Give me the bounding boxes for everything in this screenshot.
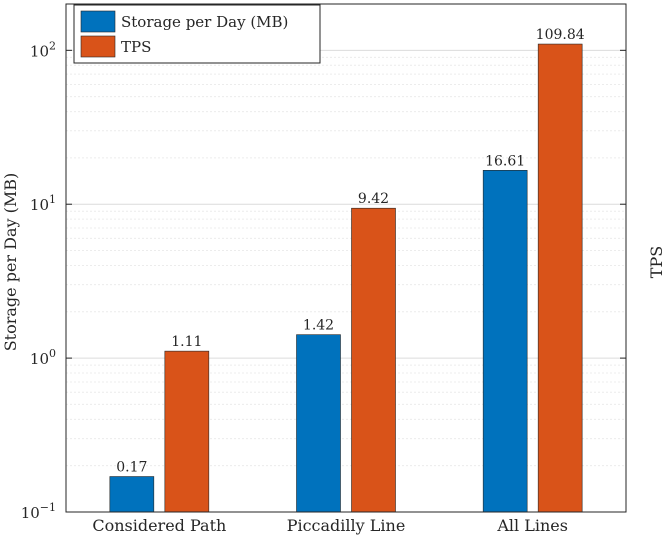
data-labels: 0.17 1.11 1.42 9.42 16.61 109.84 bbox=[116, 27, 584, 475]
y-tick-label: 102 bbox=[30, 39, 56, 60]
y-ticks: 10−1 100 101 102 bbox=[21, 39, 626, 522]
data-label: 109.84 bbox=[536, 27, 585, 43]
legend-swatch-tps bbox=[80, 35, 116, 58]
data-label: 0.17 bbox=[116, 460, 147, 476]
data-label: 16.61 bbox=[485, 153, 525, 169]
legend-label-tps: TPS bbox=[121, 38, 151, 56]
data-label: 9.42 bbox=[358, 191, 389, 207]
bar-storage-2 bbox=[482, 170, 528, 513]
legend: Storage per Day (MB) TPS bbox=[73, 4, 321, 64]
bar-storage-0 bbox=[109, 476, 155, 513]
bars bbox=[109, 43, 583, 513]
x-tick-label: Piccadilly Line bbox=[287, 516, 406, 535]
plot-frame bbox=[65, 3, 627, 513]
bar-tps-0 bbox=[164, 350, 210, 513]
x-tick-label: Considered Path bbox=[92, 516, 226, 535]
x-tick-label: All Lines bbox=[496, 516, 568, 535]
bar-storage-1 bbox=[296, 334, 341, 513]
bar-tps-2 bbox=[537, 43, 583, 513]
data-label: 1.42 bbox=[303, 318, 334, 334]
legend-swatch-storage bbox=[80, 10, 116, 33]
data-label: 1.11 bbox=[171, 334, 202, 350]
y-tick-label: 10−1 bbox=[21, 501, 56, 522]
legend-label-storage: Storage per Day (MB) bbox=[121, 13, 288, 31]
y-axis-label-left: Storage per Day (MB) bbox=[1, 173, 20, 352]
y-tick-label: 100 bbox=[30, 347, 56, 368]
bar-tps-1 bbox=[351, 207, 396, 513]
y-axis-label-right: TPS bbox=[647, 246, 666, 278]
x-tick-labels: Considered Path Piccadilly Line All Lines bbox=[92, 516, 568, 535]
y-tick-label: 101 bbox=[30, 193, 56, 214]
